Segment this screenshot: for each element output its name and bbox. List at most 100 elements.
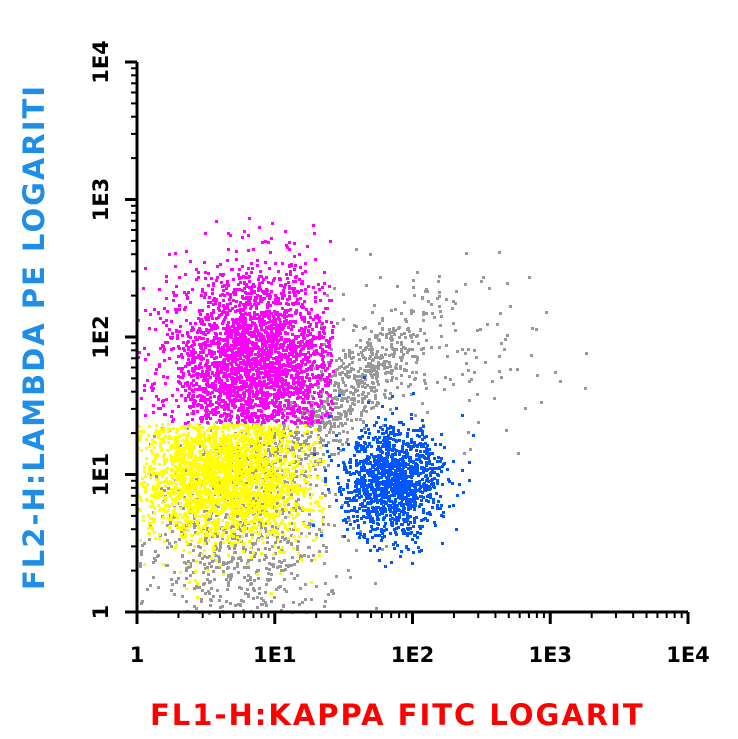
data-point xyxy=(178,304,181,307)
data-point xyxy=(241,524,244,527)
data-point xyxy=(346,438,349,441)
data-point xyxy=(204,271,207,274)
data-point xyxy=(286,360,289,363)
data-point xyxy=(254,394,257,397)
data-point xyxy=(345,389,348,392)
data-point xyxy=(287,537,290,540)
data-point xyxy=(248,540,251,543)
data-point xyxy=(323,605,326,608)
data-point xyxy=(216,276,219,279)
data-point xyxy=(214,409,217,412)
data-point xyxy=(199,362,202,365)
data-point xyxy=(275,358,278,361)
data-point xyxy=(237,370,240,373)
data-point xyxy=(196,586,199,589)
data-point xyxy=(382,424,385,427)
data-point xyxy=(312,224,315,227)
data-point xyxy=(228,398,231,401)
data-point xyxy=(249,327,252,330)
data-point xyxy=(157,586,160,589)
data-point xyxy=(217,463,220,466)
data-point xyxy=(197,403,200,406)
data-point xyxy=(200,373,203,376)
data-point xyxy=(463,452,466,455)
data-point xyxy=(314,300,317,303)
data-point xyxy=(317,434,320,437)
data-point xyxy=(317,374,320,377)
data-point xyxy=(281,392,284,395)
data-point xyxy=(320,364,323,367)
data-point xyxy=(208,555,211,558)
data-point xyxy=(192,340,195,343)
data-point xyxy=(280,521,283,524)
data-point xyxy=(274,369,277,372)
data-point xyxy=(202,571,205,574)
data-point xyxy=(369,343,372,346)
data-point xyxy=(283,341,286,344)
data-point xyxy=(393,352,396,355)
data-point xyxy=(309,332,312,335)
data-point xyxy=(299,342,302,345)
data-point xyxy=(294,294,297,297)
data-point xyxy=(231,469,234,472)
data-point xyxy=(171,336,174,339)
data-point xyxy=(270,563,273,566)
data-point xyxy=(332,431,335,434)
data-point xyxy=(220,371,223,374)
data-point xyxy=(295,475,298,478)
data-point xyxy=(280,358,283,361)
data-point xyxy=(235,363,238,366)
data-point xyxy=(233,459,236,462)
data-point xyxy=(261,416,264,419)
data-point xyxy=(245,341,248,344)
data-point xyxy=(285,311,288,314)
data-point xyxy=(355,248,358,251)
data-point xyxy=(255,307,258,310)
data-point xyxy=(296,545,299,548)
data-point xyxy=(245,482,248,485)
data-point xyxy=(267,327,270,330)
data-point xyxy=(288,344,291,347)
data-point xyxy=(214,412,217,415)
data-point xyxy=(287,403,290,406)
data-point xyxy=(281,531,284,534)
data-point xyxy=(259,492,262,495)
data-point xyxy=(270,417,273,420)
data-point xyxy=(235,250,238,253)
data-point xyxy=(218,381,221,384)
data-point xyxy=(319,421,322,424)
data-point xyxy=(388,362,391,365)
data-point xyxy=(264,311,267,314)
data-point xyxy=(312,286,315,289)
data-point xyxy=(344,356,347,359)
data-point xyxy=(272,370,275,373)
data-point xyxy=(272,338,275,341)
data-point xyxy=(288,264,291,267)
data-point xyxy=(361,398,364,401)
data-point xyxy=(264,384,267,387)
data-point xyxy=(227,561,230,564)
data-point xyxy=(142,515,145,518)
data-point xyxy=(230,573,233,576)
data-point xyxy=(271,545,274,548)
data-point xyxy=(331,331,334,334)
data-point xyxy=(264,261,267,264)
data-point xyxy=(307,546,310,549)
data-point xyxy=(259,437,262,440)
data-point xyxy=(295,470,298,473)
data-point xyxy=(254,469,257,472)
data-point xyxy=(415,371,418,374)
data-point xyxy=(258,521,261,524)
data-point xyxy=(218,337,221,340)
data-point xyxy=(200,600,203,603)
data-point xyxy=(299,396,302,399)
data-point xyxy=(245,285,248,288)
data-point xyxy=(318,365,321,368)
data-point xyxy=(151,383,154,386)
data-point xyxy=(330,453,333,456)
data-point xyxy=(381,346,384,349)
data-point xyxy=(238,478,241,481)
data-point xyxy=(210,565,213,568)
data-point xyxy=(375,370,378,373)
data-point xyxy=(238,378,241,381)
